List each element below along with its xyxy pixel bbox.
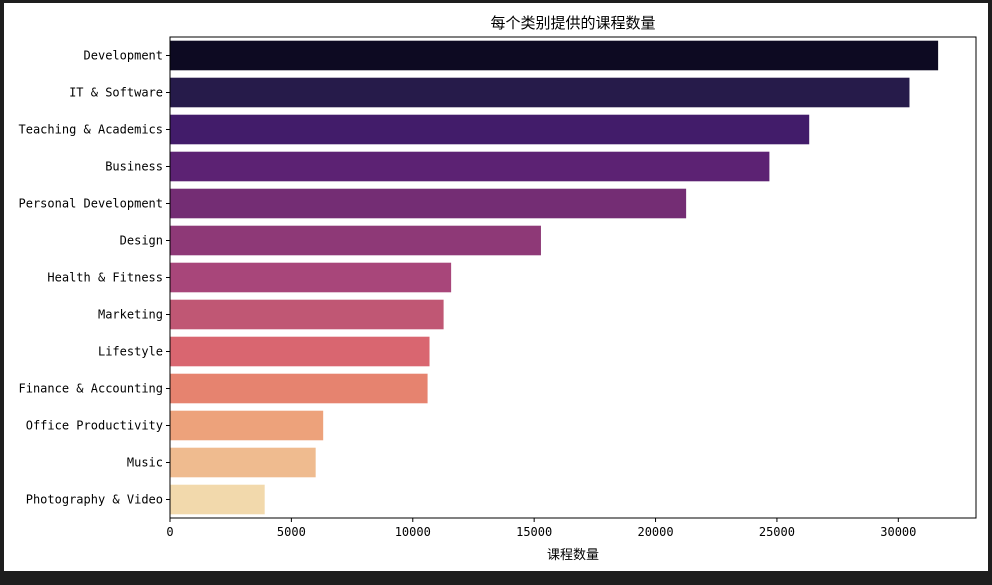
- x-tick-label: 30000: [880, 525, 916, 539]
- x-axis-label: 课程数量: [547, 548, 599, 563]
- x-tick-label: 0: [166, 525, 173, 539]
- x-axis-ticks: 0 5000 10000 15000 20000 25000 30000: [166, 518, 916, 539]
- bar-12: [170, 484, 265, 515]
- bar-7: [170, 299, 444, 330]
- x-tick-label: 15000: [516, 525, 552, 539]
- bar-3: [170, 151, 770, 182]
- bar-6: [170, 262, 452, 293]
- x-tick-label: 5000: [277, 525, 306, 539]
- y-tick-label: Personal Development: [19, 197, 164, 211]
- y-tick-label: Photography & Video: [26, 493, 163, 507]
- chart-panel: Development IT & Software Teaching & Acade…: [4, 3, 988, 571]
- bar-0: [170, 40, 939, 71]
- bar-8: [170, 336, 430, 367]
- y-tick-label: Business: [105, 160, 163, 174]
- x-tick-label: 20000: [637, 525, 673, 539]
- y-tick-label: Marketing: [98, 308, 163, 322]
- bar-5: [170, 225, 541, 256]
- y-axis-ticks: Development IT & Software Teaching & Acade…: [19, 49, 170, 507]
- bar-1: [170, 77, 910, 108]
- y-tick-label: Design: [120, 234, 163, 248]
- y-tick-label: Health & Fitness: [47, 271, 163, 285]
- y-tick-label: Development: [84, 49, 163, 63]
- chart-title: 每个类别提供的课程数量: [490, 14, 655, 32]
- bar-4: [170, 188, 687, 219]
- x-tick-label: 10000: [395, 525, 431, 539]
- bar-11: [170, 447, 316, 478]
- y-tick-label: IT & Software: [69, 86, 163, 100]
- bars-group: [170, 40, 939, 515]
- y-tick-label: Teaching & Academics: [19, 123, 164, 137]
- bar-chart: Development IT & Software Teaching & Acade…: [19, 14, 977, 563]
- bar-10: [170, 410, 324, 441]
- bar-2: [170, 114, 810, 145]
- y-tick-label: Lifestyle: [98, 345, 163, 359]
- y-tick-label: Office Productivity: [26, 419, 163, 433]
- y-tick-label: Music: [127, 456, 163, 470]
- y-tick-label: Finance & Accounting: [19, 382, 164, 396]
- x-tick-label: 25000: [759, 525, 795, 539]
- bar-9: [170, 373, 428, 404]
